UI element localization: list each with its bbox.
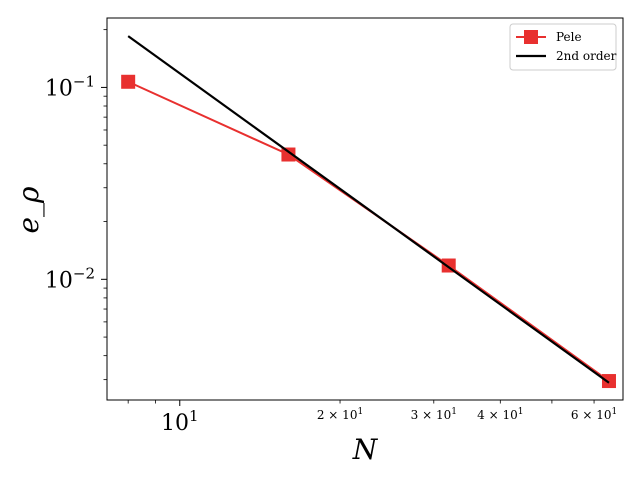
x-axis-label: N [352, 433, 379, 466]
series-line-pele [127, 80, 610, 382]
series-line-2nd-order [127, 35, 610, 384]
ticks-layer: 101 2 × 101 3 × 101 4 × 101 6 × 101 10−1 10−2 [45, 29, 617, 436]
legend-pele-marker [524, 30, 538, 44]
legend-pele-label: Pele [556, 30, 582, 44]
x-minor-tick-label: 3 × 101 [411, 407, 457, 422]
x-major-tick-label: 101 [161, 407, 199, 436]
y-axis-label: e_ρ [12, 186, 45, 234]
y-major-tick-label: 10−2 [45, 264, 95, 293]
data-point-pele [601, 374, 616, 389]
plot-frame [106, 17, 624, 401]
series-layer [121, 35, 616, 389]
data-point-pele [281, 147, 296, 162]
y-major-tick-label: 10−1 [45, 72, 95, 101]
x-minor-tick-label: 4 × 101 [477, 407, 523, 422]
x-minor-tick-label: 2 × 101 [317, 407, 363, 422]
legend-2nd-order-label: 2nd order [556, 49, 617, 63]
x-minor-tick-label: 6 × 101 [571, 407, 617, 422]
legend: Pele 2nd order [509, 23, 617, 71]
data-point-pele [121, 74, 136, 89]
